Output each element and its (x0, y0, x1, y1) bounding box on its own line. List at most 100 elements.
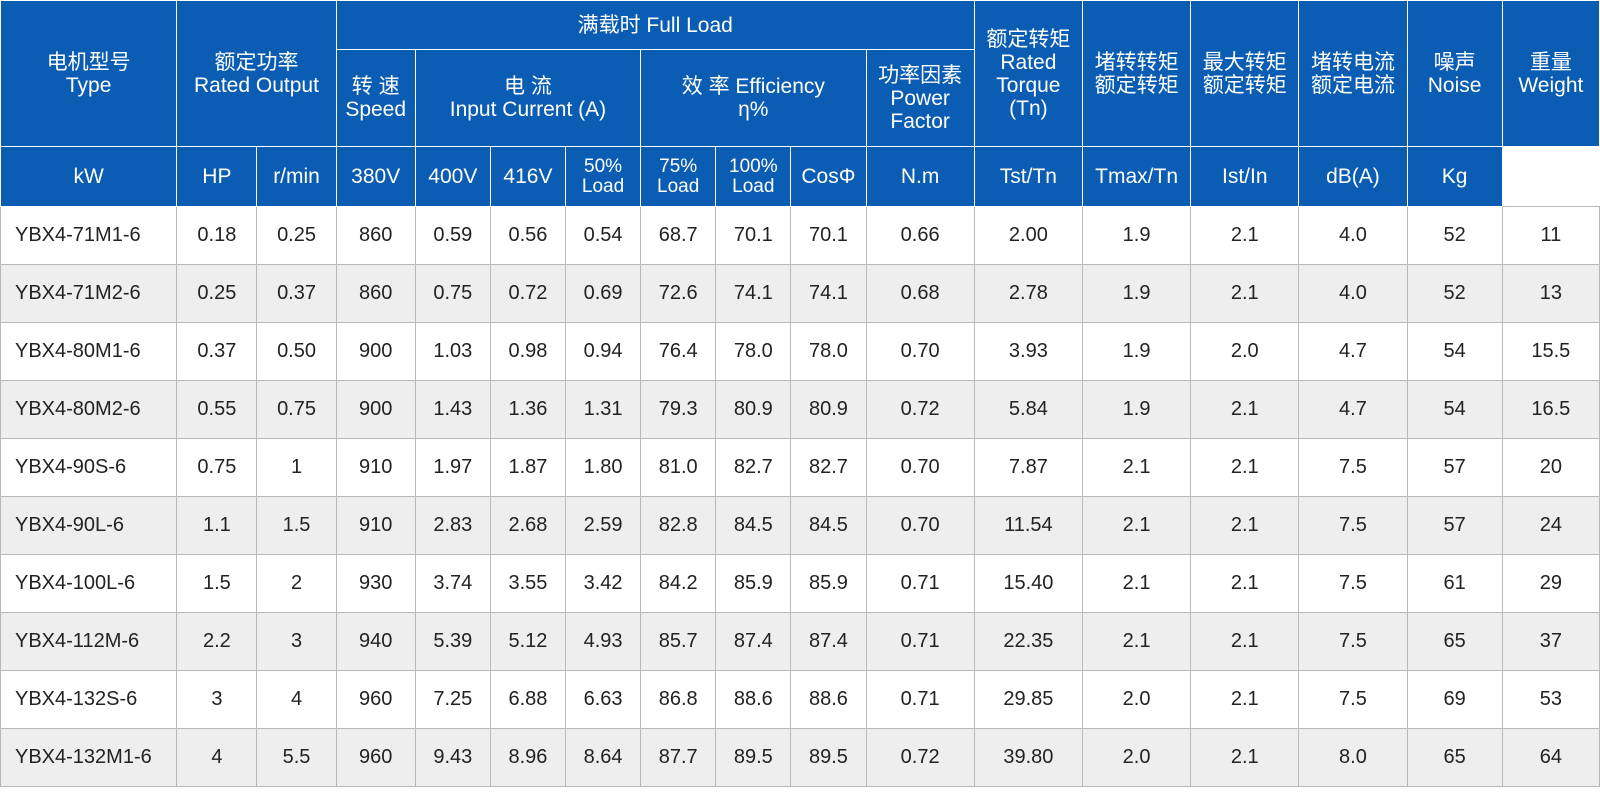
table-cell: 0.75 (414, 264, 491, 323)
table-cell: 940 (335, 612, 416, 671)
unit-50-load: 50% Load (564, 146, 642, 207)
table-cell: 0.18 (176, 206, 258, 265)
table-cell: 4.7 (1298, 322, 1408, 381)
table-cell: 16.5 (1501, 380, 1600, 439)
table-cell: 82.8 (640, 496, 717, 555)
table-cell: 910 (335, 496, 416, 555)
table-cell: 1.87 (489, 438, 567, 497)
table-cell: 85.9 (715, 554, 792, 613)
weight-header: 重量 Weight (1501, 0, 1600, 147)
model-type-cell: YBX4-90S-6 (0, 438, 178, 497)
table-cell: 5.5 (256, 728, 337, 787)
table-cell: 0.72 (865, 380, 975, 439)
input-current-header: 电 流 Input Current (A) (414, 49, 642, 147)
table-cell: 2.59 (564, 496, 642, 555)
table-cell: 2.00 (973, 206, 1083, 265)
table-cell: 76.4 (640, 322, 717, 381)
table-cell: 0.71 (865, 612, 975, 671)
table-cell: 7.5 (1298, 670, 1408, 729)
speed-header: 转 速 Speed (335, 49, 416, 147)
table-cell: 87.4 (715, 612, 792, 671)
table-cell: 4.7 (1298, 380, 1408, 439)
table-cell: 7.5 (1298, 438, 1408, 497)
model-type-cell: YBX4-80M1-6 (0, 322, 178, 381)
unit-hp: HP (176, 146, 258, 207)
table-cell: 960 (335, 728, 416, 787)
table-cell: 2.1 (1081, 612, 1192, 671)
table-cell: 2.1 (1081, 438, 1192, 497)
table-cell: 54 (1406, 380, 1503, 439)
table-cell: 2.1 (1190, 554, 1300, 613)
table-cell: 860 (335, 264, 416, 323)
unit-416v: 416V (489, 146, 567, 207)
model-type-cell: YBX4-112M-6 (0, 612, 178, 671)
table-cell: 960 (335, 670, 416, 729)
table-cell: 1.9 (1081, 264, 1192, 323)
table-cell: 0.66 (865, 206, 975, 265)
table-cell: 0.54 (564, 206, 642, 265)
table-cell: 39.80 (973, 728, 1083, 787)
table-cell: 7.25 (414, 670, 491, 729)
table-cell: 64 (1501, 728, 1600, 787)
table-cell: 4.0 (1298, 264, 1408, 323)
unit-100-load: 100% Load (715, 146, 792, 207)
table-cell: 20 (1501, 438, 1600, 497)
table-cell: 0.37 (176, 322, 258, 381)
table-cell: 81.0 (640, 438, 717, 497)
table-cell: 1.97 (414, 438, 491, 497)
table-cell: 2.1 (1190, 264, 1300, 323)
table-row: YBX4-100L-6 1.5 2 930 3.74 3.55 3.42 84.2 85.9 85… (0, 554, 1600, 613)
table-cell: 88.6 (715, 670, 792, 729)
table-cell: 52 (1406, 206, 1503, 265)
table-cell: 4 (176, 728, 258, 787)
table-cell: 1.36 (489, 380, 567, 439)
table-cell: 80.9 (715, 380, 792, 439)
model-type-cell: YBX4-132M1-6 (0, 728, 178, 787)
model-type-cell: YBX4-80M2-6 (0, 380, 178, 439)
unit-tst-tn: Tst/Tn (973, 146, 1083, 207)
table-cell: 4.0 (1298, 206, 1408, 265)
table-cell: 2.1 (1190, 670, 1300, 729)
table-cell: 3 (256, 612, 337, 671)
rated-output-header: 额定功率 Rated Output (176, 0, 337, 147)
table-cell: 89.5 (715, 728, 792, 787)
table-cell: 0.70 (865, 438, 975, 497)
table-cell: 2.1 (1081, 554, 1192, 613)
table-cell: 79.3 (640, 380, 717, 439)
table-cell: 72.6 (640, 264, 717, 323)
table-cell: 78.0 (790, 322, 867, 381)
table-cell: 860 (335, 206, 416, 265)
table-cell: 84.5 (715, 496, 792, 555)
unit-75-load: 75% Load (640, 146, 717, 207)
unit-tmax-tn: Tmax/Tn (1081, 146, 1192, 207)
unit-400v: 400V (414, 146, 491, 207)
table-body: YBX4-71M1-6 0.18 0.25 860 0.59 0.56 0.54 68.7 70… (0, 206, 1600, 787)
table-cell: 2.1 (1190, 438, 1300, 497)
table-cell: 0.25 (256, 206, 337, 265)
table-cell: 0.98 (489, 322, 567, 381)
table-cell: 1.31 (564, 380, 642, 439)
table-cell: 0.37 (256, 264, 337, 323)
table-cell: 0.72 (865, 728, 975, 787)
table-cell: 53 (1501, 670, 1600, 729)
table-cell: 82.7 (715, 438, 792, 497)
table-cell: 87.4 (790, 612, 867, 671)
table-cell: 68.7 (640, 206, 717, 265)
table-cell: 29 (1501, 554, 1600, 613)
locked-current-header: 堵转电流 额定电流 (1298, 0, 1408, 147)
table-cell: 37 (1501, 612, 1600, 671)
table-cell: 11.54 (973, 496, 1083, 555)
table-cell: 3.74 (414, 554, 491, 613)
table-cell: 0.55 (176, 380, 258, 439)
table-cell: 1.5 (176, 554, 258, 613)
table-cell: 2.1 (1190, 728, 1300, 787)
table-cell: 74.1 (790, 264, 867, 323)
table-cell: 57 (1406, 496, 1503, 555)
table-cell: 8.64 (564, 728, 642, 787)
table-cell: 0.70 (865, 322, 975, 381)
table-cell: 2.1 (1190, 206, 1300, 265)
table-cell: 87.7 (640, 728, 717, 787)
table-cell: 0.50 (256, 322, 337, 381)
table-cell: 0.94 (564, 322, 642, 381)
table-cell: 70.1 (790, 206, 867, 265)
